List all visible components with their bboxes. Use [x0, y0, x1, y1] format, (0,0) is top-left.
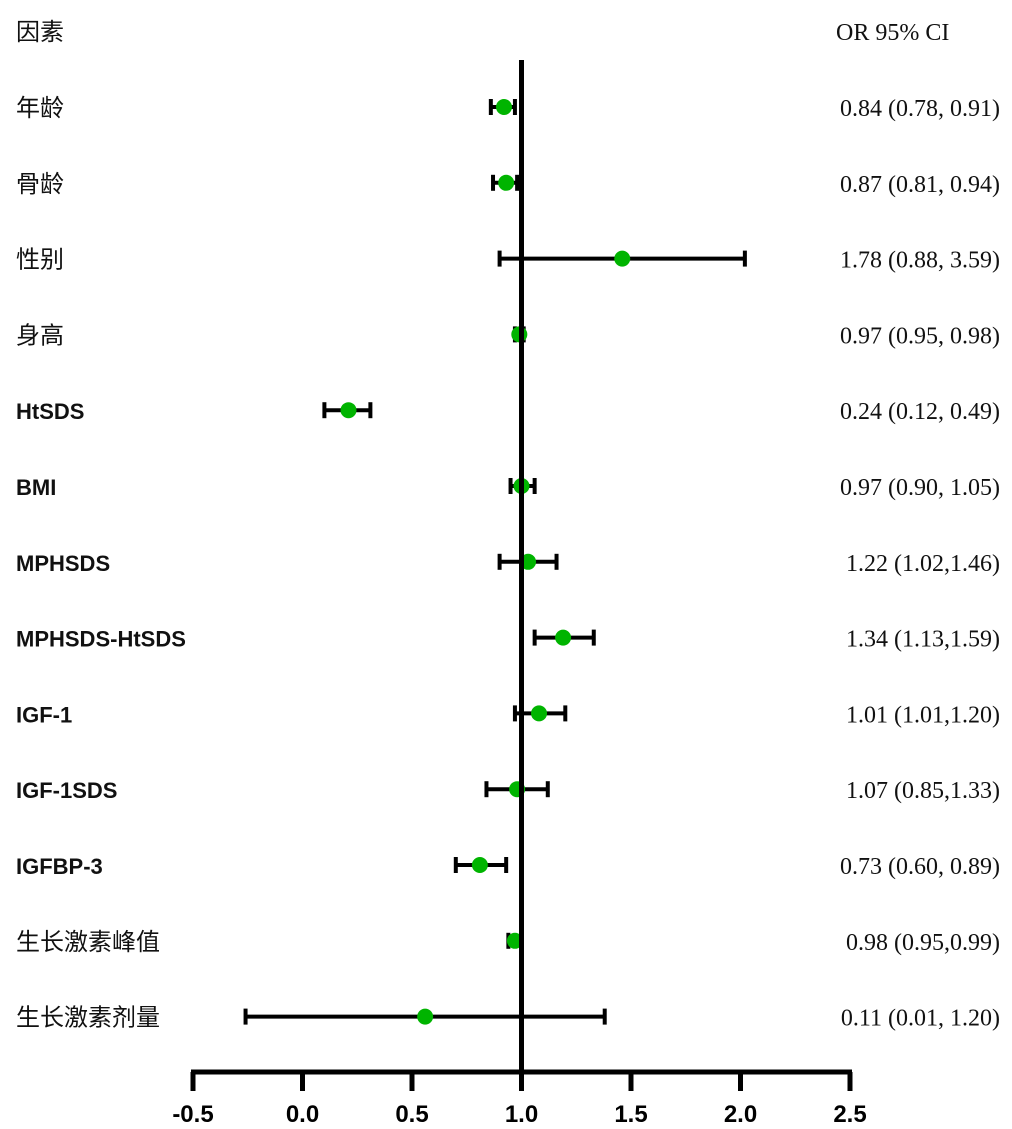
row-or-ci: 0.87 (0.81, 0.94)	[840, 172, 1000, 198]
row-or-ci: 0.24 (0.12, 0.49)	[840, 399, 1000, 425]
forest-row: IGFBP-3 0.73 (0.60, 0.89)	[16, 854, 1000, 880]
point-estimate	[495, 99, 512, 115]
point-estimate	[520, 553, 537, 570]
x-tick-label: 2.5	[833, 1101, 866, 1128]
forest-row: 年龄 0.84 (0.78, 0.91)	[16, 95, 1000, 122]
forest-row: MPHSDS-HtSDS 1.34 (1.13,1.59)	[16, 627, 1000, 653]
x-tick-label: 0.5	[395, 1101, 428, 1128]
x-tick-label: 1.0	[505, 1101, 538, 1128]
x-tick-label: -0.5	[172, 1101, 213, 1128]
row-label: IGF-1SDS	[16, 778, 117, 803]
row-label: HtSDS	[16, 399, 84, 424]
row-or-ci: 1.01 (1.01,1.20)	[846, 702, 1000, 728]
row-label: 身高	[16, 322, 64, 349]
row-or-ci: 0.11 (0.01, 1.20)	[841, 1006, 1000, 1032]
row-label: 骨龄	[16, 171, 64, 198]
point-estimate	[555, 629, 572, 646]
row-or-ci: 1.78 (0.88, 3.59)	[840, 248, 1000, 274]
row-label: 性别	[16, 247, 64, 274]
forest-row: IGF-1SDS 1.07 (0.85,1.33)	[16, 778, 1000, 804]
row-or-ci: 1.07 (0.85,1.33)	[846, 778, 1000, 804]
x-tick-label: 2.0	[724, 1101, 757, 1128]
forest-row: IGF-1 1.01 (1.01,1.20)	[16, 702, 1000, 728]
row-or-ci: 0.84 (0.78, 0.91)	[840, 96, 1000, 122]
point-estimate	[614, 250, 631, 267]
forest-row: 身高 0.97 (0.95, 0.98)	[16, 322, 1000, 349]
forest-row: HtSDS 0.24 (0.12, 0.49)	[16, 399, 1000, 425]
row-label: IGF-1	[16, 702, 72, 727]
row-label: IGFBP-3	[16, 854, 103, 879]
row-label: MPHSDS	[16, 551, 110, 576]
point-estimate	[498, 174, 515, 191]
row-label: 生长激素峰值	[16, 929, 160, 956]
row-or-ci: 1.34 (1.13,1.59)	[846, 627, 1000, 653]
x-tick-label: 1.5	[614, 1101, 647, 1128]
forest-row: MPHSDS 1.22 (1.02,1.46)	[16, 551, 1000, 577]
row-label: 生长激素剂量	[16, 1005, 160, 1032]
row-label: BMI	[16, 475, 56, 500]
forest-row: 生长激素剂量 0.11 (0.01, 1.20)	[16, 1005, 1000, 1032]
point-estimate	[340, 402, 357, 419]
point-estimate	[506, 932, 523, 949]
row-or-ci: 1.22 (1.02,1.46)	[846, 551, 1000, 577]
forest-row: 性别 1.78 (0.88, 3.59)	[16, 247, 1000, 274]
row-or-ci: 0.73 (0.60, 0.89)	[840, 854, 1000, 880]
point-estimate	[417, 1008, 434, 1025]
forest-row: BMI 0.97 (0.90, 1.05)	[16, 475, 1000, 501]
row-label: MPHSDS-HtSDS	[16, 627, 186, 652]
row-or-ci: 0.98 (0.95,0.99)	[846, 930, 1000, 956]
forest-row: 生长激素峰值 0.98 (0.95,0.99)	[16, 929, 1000, 956]
point-estimate	[471, 857, 488, 873]
x-tick-label: 0.0	[286, 1101, 319, 1128]
row-or-ci: 0.97 (0.90, 1.05)	[840, 475, 1000, 501]
header-factor: 因素	[16, 19, 64, 46]
forest-row: 骨龄 0.87 (0.81, 0.94)	[16, 171, 1000, 198]
row-or-ci: 0.97 (0.95, 0.98)	[840, 323, 1000, 349]
header-or-ci: OR 95% CI	[836, 20, 949, 46]
row-label: 年龄	[16, 95, 64, 122]
point-estimate	[531, 705, 548, 722]
